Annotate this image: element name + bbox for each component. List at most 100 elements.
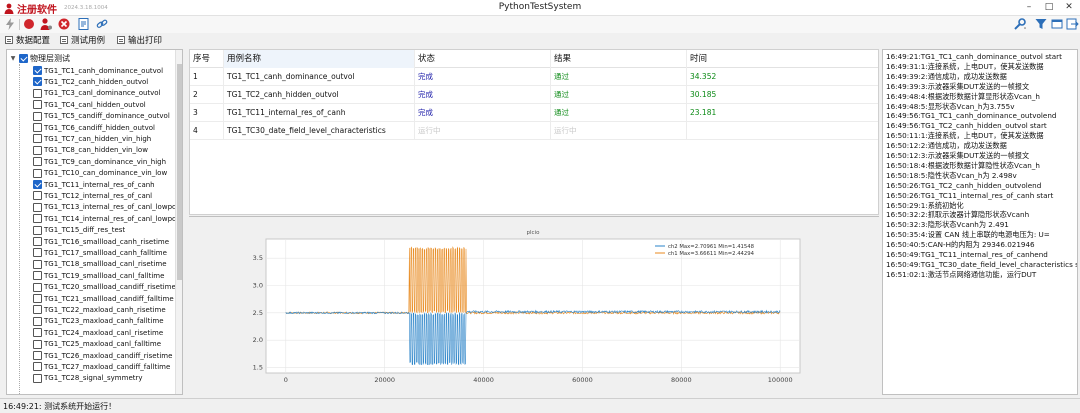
edit-document-icon[interactable] [77, 17, 91, 31]
tree-item-checkbox[interactable] [33, 88, 42, 98]
tree-item-checkbox[interactable] [33, 225, 42, 235]
wrench-icon[interactable] [1013, 17, 1027, 31]
table-row[interactable]: 4 TG1_TC30_date_field_level_characteristi… [190, 122, 878, 140]
filter-icon[interactable] [1034, 17, 1048, 31]
tree-item[interactable]: TG1_TC21_smallload_candiff_falltime [33, 293, 174, 304]
chevron-down-icon[interactable]: ▼ [10, 54, 16, 62]
tree-item-checkbox[interactable] [33, 111, 42, 121]
tree-item[interactable]: TG1_TC23_maxload_canh_falltime [33, 316, 164, 327]
tree-item-label: TG1_TC13_internal_res_of_canl_lowpow [44, 203, 183, 212]
x-tick-label: 0 [284, 376, 288, 384]
tree-item-checkbox[interactable] [33, 328, 42, 338]
table-row[interactable]: 3 TG1_TC11_internal_res_of_canh 完成 通过 23.181 [190, 104, 878, 122]
tree-item[interactable]: TG1_TC6_candiff_hidden_outvol [33, 122, 155, 133]
close-icon[interactable]: ✕ [1065, 2, 1073, 12]
tree-item-label: TG1_TC20_smallload_candiff_risetime [44, 283, 176, 292]
tree-item[interactable]: TG1_TC25_maxload_canl_falltime [33, 339, 161, 350]
tree-item[interactable]: TG1_TC15_diff_res_test [33, 225, 125, 236]
tree-item-checkbox[interactable] [33, 271, 42, 281]
tree-item-checkbox[interactable] [33, 191, 42, 201]
tree-item[interactable]: TG1_TC10_can_dominance_vin_low [33, 168, 167, 179]
stop-icon[interactable] [57, 17, 71, 31]
header-status[interactable]: 状态 [418, 54, 436, 64]
tree-item-checkbox[interactable] [33, 134, 42, 144]
header-time[interactable]: 时间 [690, 54, 708, 64]
tree-item-checkbox[interactable] [33, 248, 42, 258]
tree-item[interactable]: TG1_TC20_smallload_candiff_risetime [33, 282, 176, 293]
tree-item-checkbox[interactable] [33, 77, 42, 87]
header-name[interactable]: 用例名称 [224, 50, 414, 68]
tree-item[interactable]: TG1_TC12_internal_res_of_canl [33, 190, 152, 201]
link-icon[interactable] [95, 17, 109, 31]
tree-item[interactable]: TG1_TC2_canh_hidden_outvol [33, 76, 148, 87]
tree-item-checkbox[interactable] [33, 259, 42, 269]
tree-item[interactable]: TG1_TC14_internal_res_of_canl_lowpow [33, 213, 182, 224]
window-restore-icon[interactable] [1050, 17, 1064, 31]
tree-item-checkbox[interactable] [33, 339, 42, 349]
tree-item[interactable]: TG1_TC17_smallload_canh_falltime [33, 247, 167, 258]
tree-item-checkbox[interactable] [33, 157, 42, 167]
tree-item-label: TG1_TC1_canh_dominance_outvol [44, 66, 164, 75]
tree-item[interactable]: TG1_TC11_internal_res_of_canh [33, 179, 155, 190]
tree-item-checkbox[interactable] [33, 168, 42, 178]
tree-item-label: TG1_TC22_maxload_canh_risetime [44, 305, 166, 314]
tree-item-checkbox[interactable] [33, 316, 42, 326]
tree-item-checkbox[interactable] [33, 180, 42, 189]
tree-item-label: TG1_TC12_internal_res_of_canl [44, 191, 153, 200]
tree-item-checkbox[interactable] [33, 100, 42, 110]
tree-item[interactable]: TG1_TC22_maxload_canh_risetime [33, 304, 166, 315]
root-checkbox[interactable] [19, 54, 28, 63]
table-header: 序号 用例名称 状态 结果 时间 [190, 50, 878, 68]
log-line: 16:50:32:3:隐形状态Vcanh为 2.491 [886, 220, 1009, 230]
tree-item[interactable]: TG1_TC26_maxload_candiff_risetime [33, 350, 172, 361]
header-result[interactable]: 结果 [554, 54, 572, 64]
tree-item[interactable]: TG1_TC24_maxload_canl_risetime [33, 327, 163, 338]
tree-item[interactable]: TG1_TC8_can_hidden_vin_low [33, 145, 148, 156]
tab-test-cases[interactable]: 测试用例 [60, 33, 105, 47]
tab-data-config[interactable]: 数据配置 [5, 33, 50, 47]
tree-item[interactable]: TG1_TC16_smallload_canh_risetime [33, 236, 169, 247]
tree-item-checkbox[interactable] [33, 351, 42, 360]
tree-item-checkbox[interactable] [33, 214, 42, 224]
user-settings-icon[interactable] [39, 17, 53, 31]
tree-item[interactable]: TG1_TC18_smallload_canl_risetime [33, 259, 167, 270]
tree-item[interactable]: TG1_TC28_signal_symmetry [33, 373, 143, 384]
log-line: 16:50:11:1:连接系统，上电DUT，使其发送数据 [886, 131, 1044, 141]
tree-item[interactable]: TG1_TC1_canh_dominance_outvol [33, 65, 163, 76]
tree-item-checkbox[interactable] [33, 305, 42, 315]
column-divider [686, 50, 687, 140]
results-table: 序号 用例名称 状态 结果 时间 1 TG1_TC1_canh_dominance… [189, 49, 879, 215]
brand-name: 注册软件 [17, 4, 57, 16]
tree-item[interactable]: TG1_TC27_maxload_candiff_falltime [33, 361, 170, 372]
tree-scroll-thumb[interactable] [177, 64, 182, 280]
tree-item-checkbox[interactable] [33, 66, 42, 75]
tree-item[interactable]: TG1_TC19_smallload_canl_falltime [33, 270, 164, 281]
tree-item-checkbox[interactable] [33, 237, 42, 246]
maximize-icon[interactable]: □ [1044, 2, 1054, 12]
table-row[interactable]: 2 TG1_TC2_canh_hidden_outvol 完成 通过 30.185 [190, 86, 878, 104]
tree-item[interactable]: TG1_TC9_can_dominance_vin_high [33, 156, 166, 167]
table-row[interactable]: 1 TG1_TC1_canh_dominance_outvol 完成 通过 34.352 [190, 68, 878, 86]
tree-item[interactable]: TG1_TC13_internal_res_of_canl_lowpow [33, 202, 182, 213]
tab-output-print[interactable]: 输出打印 [117, 33, 162, 47]
toolbar [0, 16, 1080, 33]
record-icon[interactable] [22, 17, 36, 31]
tree-item-checkbox[interactable] [33, 282, 42, 292]
tree-item-checkbox[interactable] [33, 294, 42, 303]
pane-splitter[interactable] [189, 216, 879, 217]
minimize-icon[interactable]: – [1026, 2, 1032, 12]
tree-item[interactable]: TG1_TC5_candiff_dominance_outvol [33, 111, 170, 122]
export-icon[interactable] [1065, 17, 1079, 31]
header-index[interactable]: 序号 [193, 54, 211, 64]
tree-item-checkbox[interactable] [33, 123, 42, 132]
tree-item-checkbox[interactable] [33, 202, 42, 212]
tree-item-checkbox[interactable] [33, 362, 42, 372]
bolt-icon[interactable] [3, 17, 17, 31]
tree-item[interactable]: TG1_TC3_canl_dominance_outvol [33, 88, 161, 99]
tree-item[interactable]: TG1_TC4_canl_hidden_outvol [33, 99, 146, 110]
tree-item-checkbox[interactable] [33, 373, 42, 383]
tree-item[interactable]: TG1_TC7_can_hidden_vin_high [33, 133, 151, 144]
tree-item-checkbox[interactable] [33, 145, 42, 155]
tree-scrollbar[interactable] [175, 50, 182, 394]
tree-root[interactable]: ▼ 物理层测试 [9, 53, 70, 64]
